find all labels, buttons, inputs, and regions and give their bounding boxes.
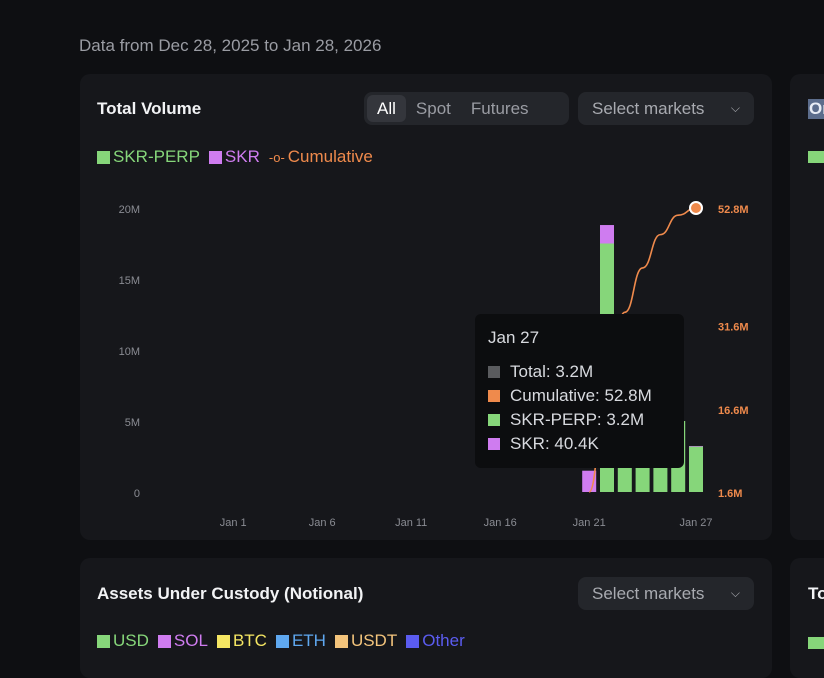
tooltip-row-skr: SKR: 40.4K: [488, 432, 671, 456]
x-tick-label: Jan 1: [220, 517, 247, 529]
legend-cumulative[interactable]: -o- Cumulative: [268, 147, 373, 166]
legend-swatch: [808, 151, 824, 163]
y-tick-label: 0: [134, 488, 140, 500]
select-markets-label: Select markets: [592, 99, 705, 118]
tab-spot[interactable]: Spot: [415, 99, 451, 118]
bar-skr-perp: [689, 446, 703, 492]
tooltip-date: Jan 27: [488, 328, 540, 347]
open-interest-title: Or: [808, 99, 824, 119]
tooltip-row-cumulative: Cumulative: 52.8M: [488, 384, 671, 408]
tab-all[interactable]: All: [367, 95, 406, 122]
custody-title: Assets Under Custody (Notional): [97, 584, 364, 603]
chevron-down-icon: ⌵: [730, 586, 740, 600]
market-type-tabs: All Spot Futures: [364, 92, 569, 125]
custody-select-markets-dropdown[interactable]: Select markets ⌵: [578, 577, 754, 610]
legend-usdt[interactable]: USDT: [334, 631, 397, 651]
chart-tooltip: Jan 27 Total: 3.2M Cumulative: 52.8M SKR…: [475, 314, 684, 468]
x-tick-label: Jan 6: [309, 517, 336, 529]
legend-other[interactable]: Other: [406, 631, 465, 651]
y-right-tick-label: 52.8M: [718, 204, 749, 216]
select-markets-label: Select markets: [592, 584, 705, 603]
custody-legend: USD SOL BTC ETH USDT Other: [97, 631, 474, 651]
chevron-down-icon: ⌵: [730, 101, 740, 115]
legend-skr[interactable]: SKR: [208, 147, 260, 167]
bar-skr: [689, 445, 703, 447]
card-gap: [80, 540, 772, 558]
legend-swatch: [808, 637, 824, 649]
tab-futures[interactable]: Futures: [470, 99, 529, 118]
x-tick-label: Jan 27: [679, 517, 712, 529]
y-right-tick-label: 1.6M: [718, 488, 742, 500]
x-tick-label: Jan 21: [573, 517, 606, 529]
legend-sol[interactable]: SOL: [157, 631, 208, 651]
y-tick-label: 20M: [119, 204, 140, 216]
date-range-text: Data from Dec 28, 2025 to Jan 28, 2026: [79, 36, 382, 55]
y-tick-label: 5M: [125, 417, 140, 429]
legend-usd[interactable]: USD: [97, 631, 149, 651]
y-right-tick-label: 31.6M: [718, 322, 749, 334]
total-volume-title: Total Volume: [97, 99, 202, 118]
x-tick-label: Jan 11: [395, 517, 427, 529]
legend-skr-perp[interactable]: SKR-PERP: [97, 147, 200, 167]
volume-chart: 0 5M 10M 15M 20M 1.6M 16.6M 31.6M 52.8M Jan 1 Jan …: [80, 201, 772, 558]
volume-legend: SKR-PERP SKR -o- Cumulative: [97, 147, 382, 167]
cumulative-active-point: [689, 201, 703, 215]
legend-eth[interactable]: ETH: [275, 631, 326, 651]
x-tick-label: Jan 16: [484, 517, 517, 529]
line-marker-icon: -o-: [268, 149, 285, 165]
right-bottom-title: To: [808, 584, 824, 603]
tooltip-row-skr-perp: SKR-PERP: 3.2M: [488, 408, 671, 432]
legend-btc[interactable]: BTC: [216, 631, 267, 651]
tooltip-row-total: Total: 3.2M: [488, 360, 671, 384]
bar-skr: [600, 225, 614, 244]
y-tick-label: 10M: [119, 346, 140, 358]
select-markets-dropdown[interactable]: Select markets ⌵: [578, 92, 754, 125]
y-tick-label: 15M: [119, 275, 140, 287]
y-right-tick-label: 16.6M: [718, 405, 749, 417]
